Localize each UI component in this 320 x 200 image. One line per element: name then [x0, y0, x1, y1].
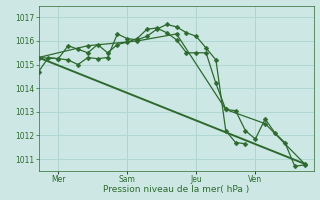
X-axis label: Pression niveau de la mer( hPa ): Pression niveau de la mer( hPa ) [103, 185, 250, 194]
